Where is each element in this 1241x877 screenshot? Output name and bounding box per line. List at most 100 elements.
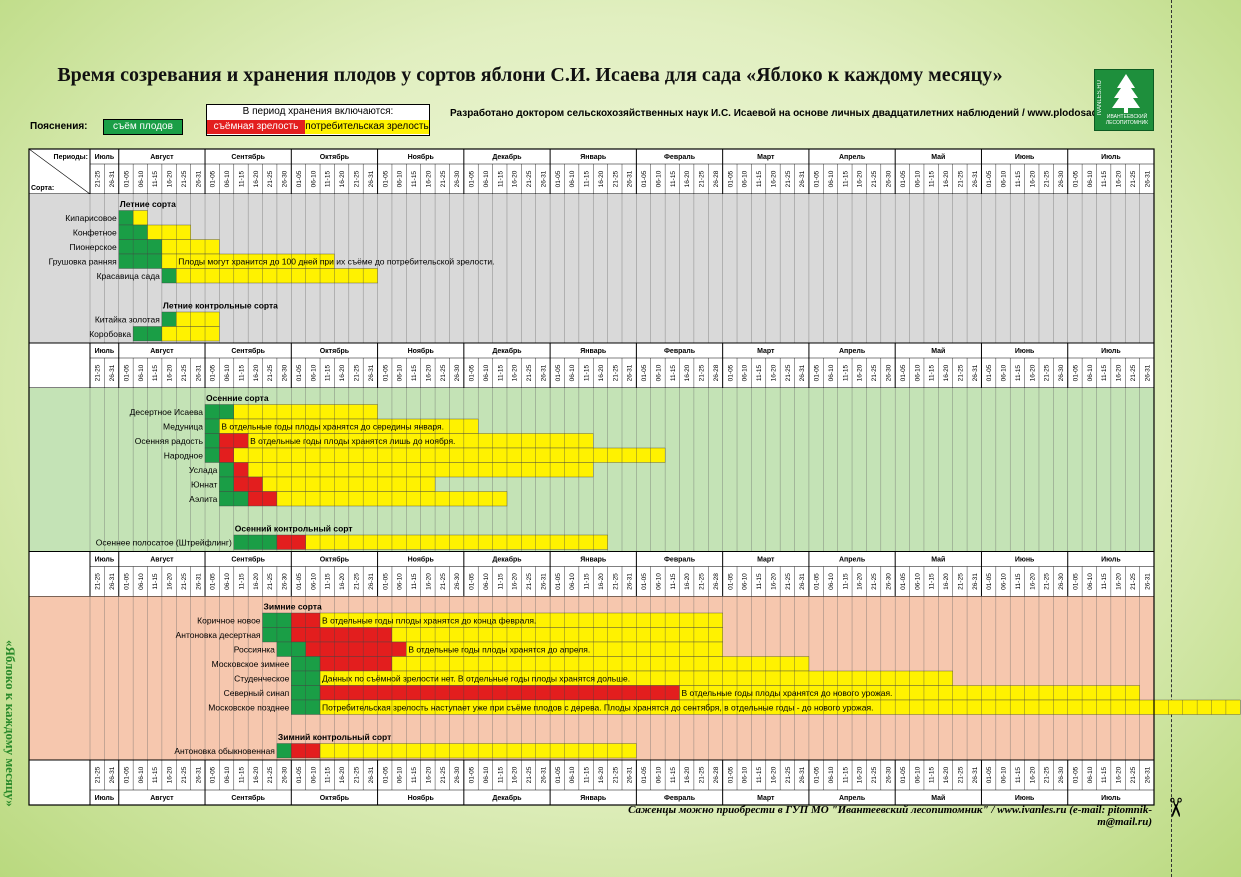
period-tick-label: 11-15	[756, 573, 763, 590]
period-tick-label: 16-20	[1029, 766, 1036, 783]
month-label: Сентябрь	[231, 556, 265, 564]
period-tick-label: 21-25	[699, 364, 706, 381]
period-tick-label: 21-25	[267, 364, 274, 381]
period-tick-label: 26-30	[886, 573, 893, 590]
legend-harvest: съём плодов	[103, 119, 183, 135]
period-tick-label: 26-31	[195, 364, 202, 381]
month-label: Сентябрь	[231, 153, 265, 161]
month-label: Апрель	[839, 557, 866, 564]
bar-consumer	[391, 656, 810, 672]
period-tick-label: 26-31	[627, 364, 634, 381]
period-tick-label: 11-15	[842, 365, 849, 382]
period-tick-label: 06-10	[224, 766, 231, 783]
period-tick-label: 01-05	[1072, 364, 1079, 381]
period-tick-label: 26-30	[282, 364, 289, 381]
month-label: Февраль	[664, 557, 696, 564]
bar-consumer	[147, 224, 191, 240]
period-tick-label: 21-25	[354, 364, 361, 381]
period-tick-label: 01-05	[382, 573, 389, 590]
period-tick-label: 26-31	[1144, 766, 1151, 783]
period-tick-label: 01-05	[986, 766, 993, 783]
period-tick-label: 01-05	[814, 573, 821, 590]
variety-name: Услада	[189, 465, 218, 475]
period-tick-label: 21-25	[1044, 766, 1051, 783]
period-tick-label: 21-25	[181, 170, 188, 187]
period-tick-label: 11-15	[1101, 767, 1108, 784]
bar-note: В отдельные годы плоды хранятся до конца…	[322, 616, 536, 626]
period-tick-label: 11-15	[238, 767, 245, 784]
bar-removable	[219, 447, 234, 463]
month-label: Декабрь	[492, 153, 522, 161]
period-tick-label: 11-15	[325, 767, 332, 784]
variety-name: Студенческое	[234, 674, 289, 684]
period-tick-label: 11-15	[238, 171, 245, 188]
period-tick-label: 01-05	[210, 766, 217, 783]
month-label: Ноябрь	[408, 347, 435, 355]
period-tick-label: 16-20	[339, 766, 346, 783]
period-tick-label: 06-10	[397, 364, 404, 381]
period-tick-label: 06-10	[914, 573, 921, 590]
tree-icon	[1112, 74, 1140, 113]
period-tick-label: 26-30	[454, 573, 461, 590]
month-label: Январь	[580, 348, 607, 355]
period-tick-label: 26-30	[454, 766, 461, 783]
period-tick-label: 01-05	[469, 170, 476, 187]
period-tick-label: 21-25	[267, 170, 274, 187]
variety-name: Московское позднее	[208, 703, 289, 713]
variety-name: Китайка золотая	[95, 315, 160, 325]
period-tick-label: 21-25	[871, 766, 878, 783]
period-tick-label: 21-25	[1044, 573, 1051, 590]
month-label: Июнь	[1015, 154, 1035, 161]
period-tick-label: 11-15	[152, 767, 159, 784]
period-tick-label: 11-15	[670, 171, 677, 188]
period-tick-label: 11-15	[325, 171, 332, 188]
bar-note: В отдельные годы плоды хранятся лишь до …	[250, 436, 455, 446]
period-tick-label: 26-30	[1058, 766, 1065, 783]
period-tick-label: 06-10	[828, 170, 835, 187]
period-header	[28, 148, 1155, 195]
period-tick-label: 06-10	[1087, 573, 1094, 590]
variety-name: Народное	[164, 451, 204, 461]
bar-harvest	[233, 534, 278, 550]
period-tick-label: 16-20	[857, 364, 864, 381]
period-tick-label: 21-25	[440, 766, 447, 783]
variety-name: Осеннее полосатое (Штрейфлинг)	[96, 538, 232, 548]
period-tick-label: 01-05	[900, 364, 907, 381]
month-label: Ноябрь	[408, 556, 435, 564]
period-tick-label: 16-20	[943, 170, 950, 187]
period-tick-label: 16-20	[684, 766, 691, 783]
cut-line	[1171, 0, 1172, 877]
period-tick-label: 16-20	[167, 766, 174, 783]
period-tick-label: 06-10	[655, 573, 662, 590]
period-tick-label: 01-05	[123, 573, 130, 590]
period-tick-label: 11-15	[842, 171, 849, 188]
period-tick-label: 21-25	[354, 170, 361, 187]
period-tick-label: 21-25	[440, 573, 447, 590]
period-tick-label: 06-10	[914, 766, 921, 783]
period-tick-label: 26-31	[627, 170, 634, 187]
period-tick-label: 21-25	[612, 170, 619, 187]
period-tick-label: 06-10	[138, 766, 145, 783]
period-tick-label: 11-15	[584, 573, 591, 590]
period-tick-label: 01-05	[469, 573, 476, 590]
period-tick-label: 11-15	[584, 171, 591, 188]
period-tick-label: 06-10	[224, 573, 231, 590]
period-tick-label: 06-10	[483, 364, 490, 381]
period-tick-label: 16-20	[598, 573, 605, 590]
period-tick-label: 11-15	[929, 171, 936, 188]
period-tick-label: 16-20	[684, 573, 691, 590]
month-label: Декабрь	[492, 347, 522, 355]
period-tick-label: 26-30	[454, 170, 461, 187]
period-tick-label: 26-31	[799, 364, 806, 381]
period-tick-label: 16-20	[1116, 170, 1123, 187]
period-tick-label: 06-10	[742, 573, 749, 590]
period-tick-label: 26-31	[627, 766, 634, 783]
month-label: Октябрь	[320, 556, 350, 564]
period-tick-label: 06-10	[1087, 766, 1094, 783]
month-label: Февраль	[664, 795, 696, 802]
month-label: Март	[757, 795, 775, 802]
month-label: Июль	[95, 154, 115, 161]
period-tick-label: 16-20	[167, 170, 174, 187]
side-text: «Яблоко к каждому месяцу»	[3, 640, 18, 807]
period-tick-label: 16-20	[857, 170, 864, 187]
